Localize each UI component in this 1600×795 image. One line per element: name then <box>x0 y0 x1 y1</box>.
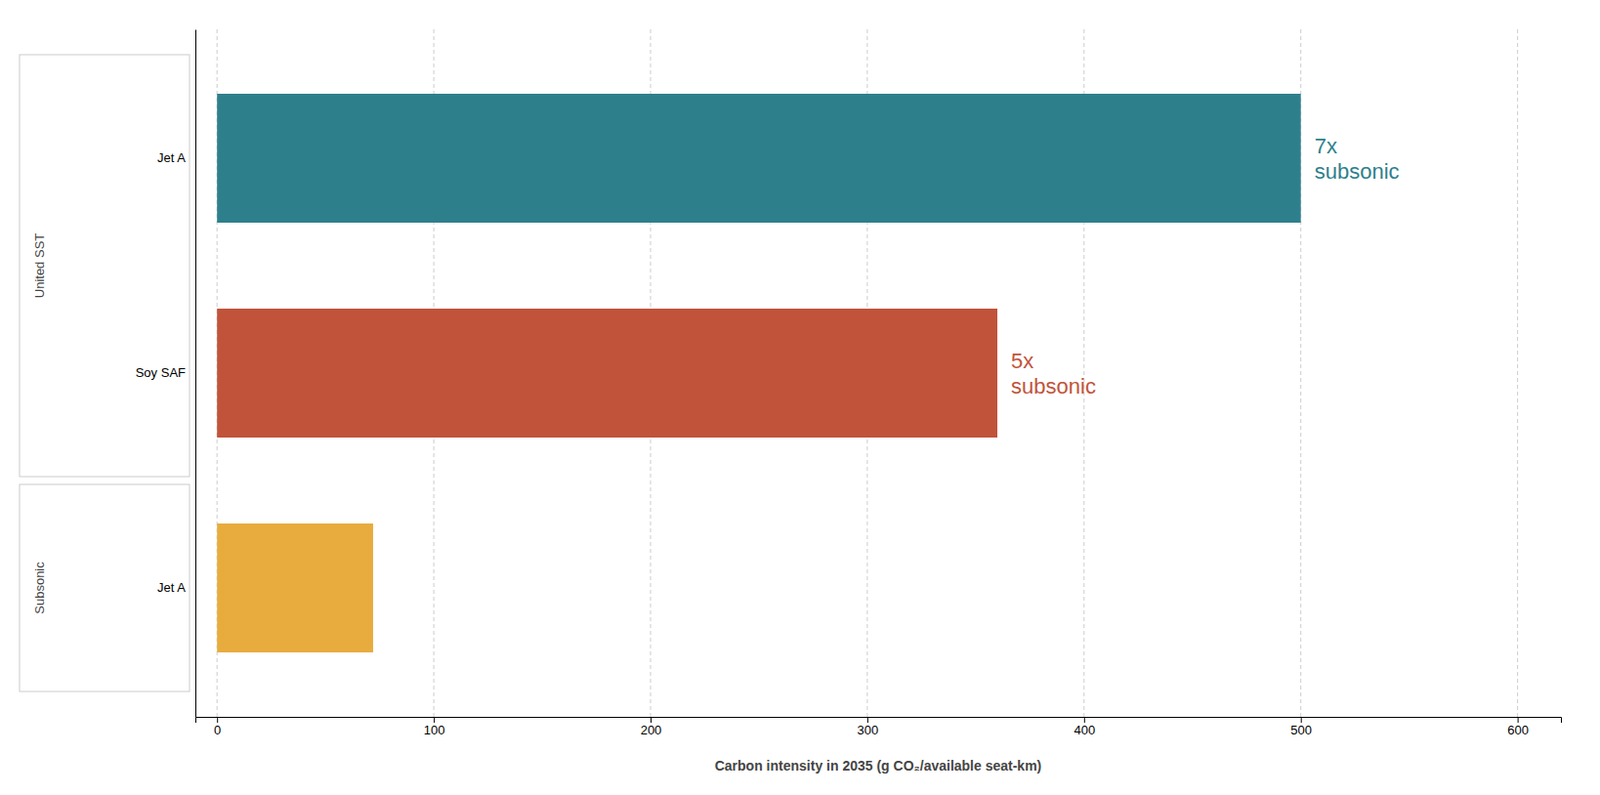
x-tick-mark <box>1084 716 1086 723</box>
x-tick: 600 <box>1507 716 1529 738</box>
x-tick-label: 300 <box>857 722 880 738</box>
y-axis-line <box>195 30 197 718</box>
bar <box>216 93 1302 223</box>
annotation-line: 7x <box>1314 133 1338 159</box>
x-tick-label: 200 <box>640 722 663 738</box>
annotation: 5xsubsonic <box>1010 348 1096 399</box>
grid-line <box>1516 29 1518 717</box>
x-tick: 500 <box>1290 716 1312 738</box>
group-box <box>19 484 190 692</box>
grid <box>216 29 1517 717</box>
y-tick-label: Soy SAF <box>135 365 186 380</box>
plot: 0100200300400500600Jet ASoy SAFJet A7xsu… <box>19 29 1562 738</box>
x-tick-label: 0 <box>213 722 221 738</box>
y-tick: Soy SAF <box>135 365 196 380</box>
x-tick-label: 500 <box>1290 722 1312 738</box>
x-tick-label: 600 <box>1507 722 1529 738</box>
bar <box>216 308 998 438</box>
x-tick: 100 <box>423 716 446 738</box>
x-tick-mark <box>1301 716 1303 723</box>
x-tick: 200 <box>640 716 663 738</box>
x-tick-label: 100 <box>423 722 446 738</box>
x-tick-label: 400 <box>1073 722 1095 738</box>
groups: United SST Subsonic <box>19 54 190 692</box>
bar <box>216 523 374 653</box>
x-tick-mark <box>216 716 218 723</box>
x-tick-mark <box>1517 716 1519 723</box>
group-box <box>19 54 190 477</box>
x-tick: 400 <box>1073 716 1095 738</box>
group-label: Subsonic <box>32 561 47 615</box>
x-tick: 300 <box>857 716 880 738</box>
x-tick-mark <box>867 716 869 723</box>
x-tick: 0 <box>213 716 221 738</box>
annotation: 7xsubsonic <box>1314 133 1400 184</box>
x-tick-mark <box>650 716 652 723</box>
chart: 0100200300400500600Jet ASoy SAFJet A7xsu… <box>0 0 1600 795</box>
annotation-line: subsonic <box>1314 159 1400 184</box>
x-axis: 0 100 200 300 400 500 600 <box>196 716 1562 738</box>
x-tick-mark <box>433 716 435 723</box>
bars <box>216 93 1302 653</box>
annotation-line: subsonic <box>1010 374 1096 399</box>
y-axis: Jet A Soy SAF Jet A <box>135 30 197 718</box>
x-axis-line <box>196 717 1562 724</box>
y-tick-label: Jet A <box>157 150 186 166</box>
x-axis-title: Carbon intensity in 2035 (g CO₂/availabl… <box>715 757 1043 774</box>
y-tick-label: Jet A <box>157 580 186 595</box>
annotation-line: 5x <box>1010 348 1034 374</box>
group-label: United SST <box>32 233 47 299</box>
annotations: 7xsubsonic5xsubsonic <box>1010 133 1400 399</box>
